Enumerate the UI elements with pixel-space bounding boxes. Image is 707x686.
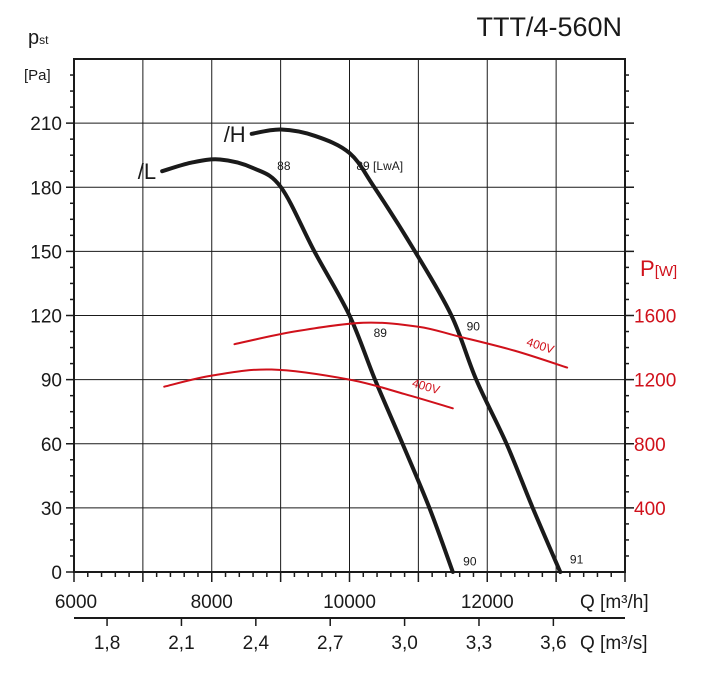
x-tick-label: 10000: [323, 592, 376, 613]
tick-labels: 1,8 2,1 2,4 2,7 3,0 3,3 3,6 6000 8000 10000 12000 0…: [30, 114, 676, 654]
x-secondary-tick-label: 3,3: [466, 633, 492, 654]
series-label: /L: [138, 159, 156, 184]
y-tick-label: 180: [30, 178, 62, 199]
curves: [160, 127, 569, 574]
sound-level-annotation: 89 [LwA]: [356, 159, 403, 173]
x-secondary-tick-label: 3,0: [391, 633, 417, 654]
x-axis-label: Q [m³/h]: [580, 592, 649, 613]
y2-axis-label: P[W]: [640, 256, 677, 281]
y2-tick-label: 1600: [634, 307, 676, 328]
power-curve: [233, 321, 569, 369]
chart-title: TTT/4-560N: [476, 12, 622, 42]
sound-level-annotation: 90: [467, 319, 481, 333]
x-secondary-tick-label: 3,6: [540, 633, 566, 654]
x-tick-label: 8000: [191, 592, 233, 613]
y2-tick-label: 800: [634, 435, 666, 456]
y-tick-label: 150: [30, 242, 62, 263]
pressure-curve: [160, 157, 455, 574]
power-curve: [163, 368, 454, 410]
series-label: 400V: [525, 335, 556, 357]
y2-tick-label: 400: [634, 499, 666, 520]
y-tick-label: 210: [30, 114, 62, 135]
x-secondary-tick-label: 2,1: [168, 633, 194, 654]
pressure-curve: [249, 127, 563, 574]
sound-level-annotation: 89: [374, 326, 388, 340]
y-axis-label-main: pst: [28, 27, 49, 49]
series-label: /H: [224, 122, 246, 147]
sound-level-annotation: 91: [570, 552, 584, 566]
x-tick-label: 6000: [55, 592, 97, 613]
y-tick-label: 120: [30, 307, 62, 328]
plot-frame: [73, 58, 626, 573]
x-secondary-tick-label: 1,8: [94, 633, 120, 654]
y-tick-label: 60: [41, 435, 62, 456]
grid: [74, 59, 625, 572]
x-secondary-axis-label: Q [m³/s]: [580, 633, 648, 654]
y-tick-label: 90: [41, 371, 62, 392]
sound-level-annotation: 88: [277, 159, 291, 173]
y-tick-label: 0: [51, 563, 62, 584]
series-label: 400V: [411, 376, 442, 397]
sound-level-annotation: 90: [463, 555, 477, 569]
y-tick-label: 30: [41, 499, 62, 520]
x-tick-label: 12000: [461, 592, 514, 613]
y-axis-label-unit: [Pa]: [24, 67, 51, 84]
y2-tick-label: 1200: [634, 371, 676, 392]
x-secondary-tick-label: 2,4: [243, 633, 270, 654]
x-secondary-tick-label: 2,7: [317, 633, 343, 654]
